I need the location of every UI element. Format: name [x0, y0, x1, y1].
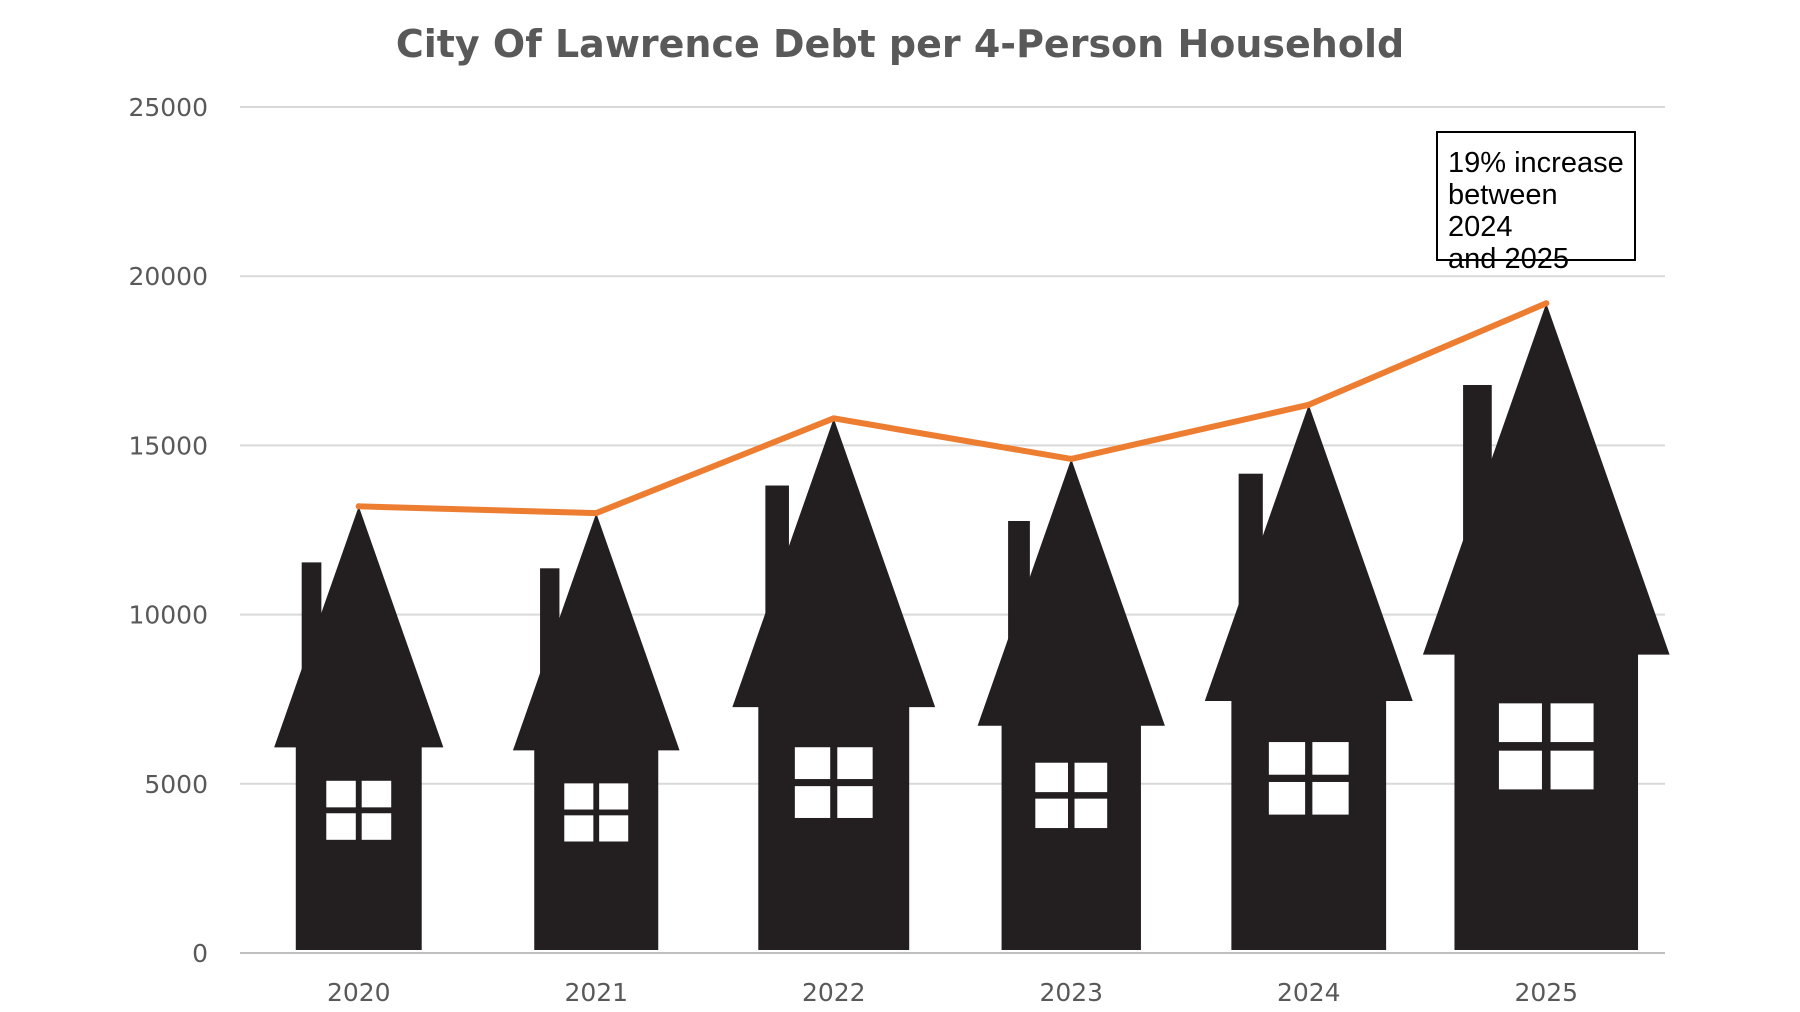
y-tick-label: 5000: [144, 770, 208, 799]
debt-line-series: [355, 300, 1550, 517]
y-tick-label: 20000: [128, 262, 208, 291]
house-window-pane: [1035, 762, 1068, 793]
series-line: [355, 300, 1550, 517]
house-window-pane: [1550, 703, 1594, 743]
y-tick-label: 10000: [128, 601, 208, 630]
house-window-pane: [564, 815, 594, 842]
house-window-pane: [837, 747, 873, 780]
house-body: [1454, 653, 1639, 950]
house-window-pane: [1074, 762, 1108, 793]
house-window-pane: [1074, 798, 1108, 829]
house-window-pane: [326, 813, 356, 840]
house-window-pane: [1498, 703, 1542, 743]
y-axis-ticks: 0 5000 10000 15000 20000 25000: [128, 93, 208, 968]
series-point: [355, 503, 362, 510]
house-mark: [1204, 404, 1413, 950]
x-tick-label: 2024: [1277, 978, 1341, 1007]
x-tick-label: 2021: [564, 978, 628, 1007]
series-point: [830, 415, 837, 422]
house-mark: [1422, 303, 1670, 950]
house-mark: [732, 418, 936, 950]
x-tick-label: 2025: [1514, 978, 1578, 1007]
house-roof: [274, 506, 444, 748]
house-window-pane: [1312, 781, 1349, 815]
series-point: [593, 510, 600, 517]
gridlines: [240, 106, 1665, 954]
house-window-pane: [1268, 742, 1306, 775]
house-window-pane: [564, 783, 594, 810]
house-body: [758, 706, 910, 950]
house-pictograms: [274, 303, 1670, 950]
house-window-pane: [1035, 798, 1068, 829]
chart-title: City Of Lawrence Debt per 4-Person House…: [395, 22, 1405, 66]
house-body: [534, 749, 659, 950]
series-point: [1305, 401, 1312, 408]
house-roof: [732, 418, 936, 708]
house-window-pane: [361, 780, 392, 808]
x-tick-label: 2022: [802, 978, 866, 1007]
house-window-pane: [361, 813, 392, 840]
house-mark: [512, 513, 680, 950]
house-window-pane: [1550, 750, 1594, 790]
annotation-callout: 19% increase between 2024 and 2025: [1436, 131, 1636, 275]
house-window-pane: [599, 815, 629, 842]
house-body: [295, 746, 422, 950]
y-tick-label: 15000: [128, 431, 208, 460]
house-body: [1001, 724, 1141, 950]
house-mark: [274, 506, 444, 950]
x-axis-ticks: 2020 2021 2022 2023 2024 2025: [327, 978, 1578, 1007]
y-tick-label: 25000: [128, 93, 208, 122]
house-window-pane: [599, 783, 629, 810]
house-window-pane: [1498, 750, 1542, 790]
house-mark: [977, 458, 1165, 950]
x-tick-label: 2020: [327, 978, 391, 1007]
house-window-pane: [326, 780, 356, 808]
house-roof: [1422, 303, 1670, 655]
house-body: [1231, 699, 1387, 950]
house-roof: [512, 513, 680, 751]
house-window-pane: [837, 786, 873, 818]
x-tick-label: 2023: [1039, 978, 1103, 1007]
house-roof: [977, 458, 1165, 726]
y-tick-label: 0: [192, 939, 208, 968]
house-window-pane: [794, 747, 831, 780]
house-window-pane: [794, 786, 831, 818]
house-window-pane: [1312, 742, 1349, 775]
house-roof: [1204, 404, 1413, 701]
series-point: [1068, 455, 1075, 462]
series-point: [1543, 300, 1550, 307]
house-window-pane: [1268, 781, 1306, 815]
